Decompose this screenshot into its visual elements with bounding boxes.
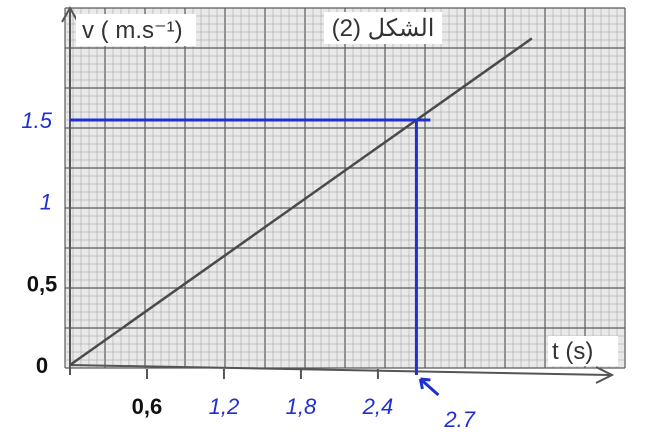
y-tick-label: 0,5: [27, 271, 58, 296]
x-axis-arrow: [595, 366, 615, 384]
y-tick-label: 1.5: [21, 108, 52, 133]
y-axis-arrow: [61, 5, 79, 23]
y-tick-label: 1: [40, 190, 52, 215]
x-axis-label: t (s): [552, 338, 593, 365]
x-tick-label: 2,4: [362, 394, 394, 419]
tick-labels: 0,6 1,2 1,8 2,4 0 0,5 1 1.5: [21, 108, 393, 419]
guide-lines: 2.7: [70, 118, 476, 432]
ylabel-box: [76, 14, 196, 46]
xlabel-box: [548, 336, 618, 366]
x-tick-label: 1,2: [209, 394, 240, 419]
axes: [61, 5, 615, 384]
y-tick-label: 0: [36, 353, 48, 378]
guide-label: 2.7: [443, 407, 475, 432]
data-series: [69, 37, 533, 367]
velocity-line: [69, 37, 533, 367]
x-tick-label: 1,8: [286, 394, 317, 419]
title-box: [324, 12, 442, 44]
y-axis-label: v ( m.s⁻¹): [82, 17, 183, 44]
guide-arrow: [418, 377, 440, 397]
x-axis: [69, 364, 611, 376]
x-tick-label: 0,6: [132, 394, 163, 419]
chart-title: الشكل (2): [332, 15, 435, 42]
